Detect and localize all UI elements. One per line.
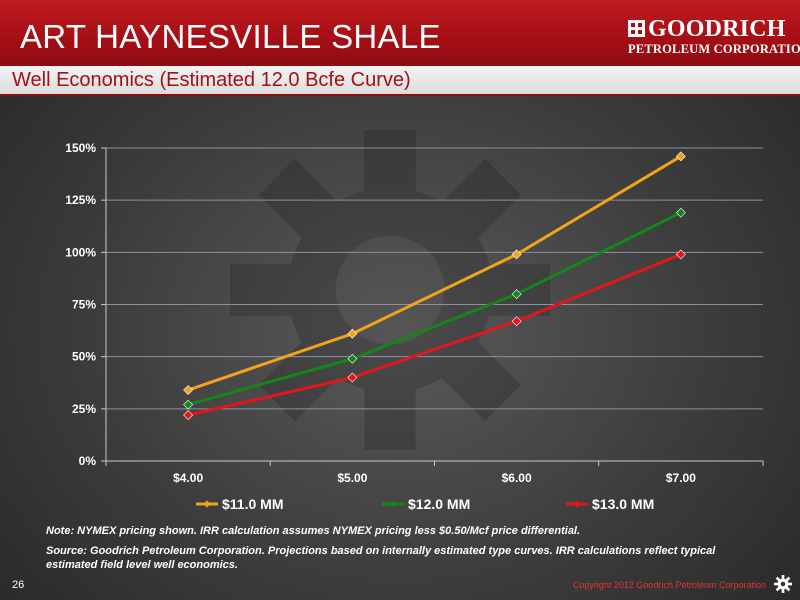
data-point [511,316,522,327]
data-point [511,249,522,260]
data-point [347,372,358,383]
slide-subtitle: Well Economics (Estimated 12.0 Bcfe Curv… [12,69,411,91]
gear-watermark-icon [230,130,550,450]
legend-item: $11.0 MM [196,496,283,512]
data-point [347,353,358,364]
x-tick-label: $6.00 [502,471,532,485]
x-tick-label: $5.00 [337,471,367,485]
data-point [183,385,194,395]
y-tick-label: 25% [72,402,96,416]
chart-axes: 0% 25% 50% 75% 100% 125% 150% $4.00 $5.00 $6.00 $7… [65,141,764,485]
data-point [675,151,686,162]
series-line [187,211,682,407]
series-line [187,253,682,417]
goodrich-logo-icon [628,20,645,37]
x-tick-label: $4.00 [173,471,203,485]
source-note: Source: Goodrich Petroleum Corporation. … [46,545,716,571]
company-logo: GOODRICH PETROLEUM CORPORATION [628,16,800,58]
series [183,151,686,395]
x-tick-label: $7.00 [666,471,696,485]
data-point [183,399,194,410]
series [183,207,686,410]
irr-line-chart: 0% 25% 50% 75% 100% 125% 150% $4.00 $5.00 $6.00 $7… [65,141,764,512]
legend-marker [389,500,397,508]
page-number: 26 [12,579,25,591]
title-bar: ART HAYNESVILLE SHALE GOODRICH PETROLEUM… [0,0,800,66]
chart-series [183,151,686,421]
series [183,249,686,421]
y-tick-label: 125% [65,193,96,207]
data-point [675,249,686,260]
series-line [187,155,682,392]
legend-label: $11.0 MM [222,496,283,512]
legend-item: $12.0 MM [382,496,470,512]
data-point [511,289,522,299]
legend-item: $13.0 MM [566,496,654,512]
slide-title: ART HAYNESVILLE SHALE [20,18,441,55]
legend-marker [203,500,211,508]
legend-label: $13.0 MM [592,496,654,512]
chart-gridlines [106,147,763,410]
y-tick-label: 50% [72,350,96,364]
y-tick-label: 0% [79,454,97,468]
gear-icon [774,575,792,593]
legend-label: $12.0 MM [408,496,470,512]
logo-subtitle: PETROLEUM CORPORATION [628,42,800,56]
subtitle-bar: Well Economics (Estimated 12.0 Bcfe Curv… [0,66,800,96]
data-point [183,410,194,421]
data-point [347,328,358,339]
chart-legend: $11.0 MM $12.0 MM $13.0 MM [196,496,654,512]
legend-marker [573,500,581,508]
y-tick-label: 100% [65,245,96,259]
data-point [675,207,686,218]
pricing-note: Note: NYMEX pricing shown. IRR calculati… [46,525,581,537]
copyright-text: Copyright 2012 Goodrich Petroleum Corpor… [572,580,766,590]
y-tick-label: 75% [72,298,96,312]
logo-name: GOODRICH [648,16,786,42]
y-tick-label: 150% [65,141,96,155]
